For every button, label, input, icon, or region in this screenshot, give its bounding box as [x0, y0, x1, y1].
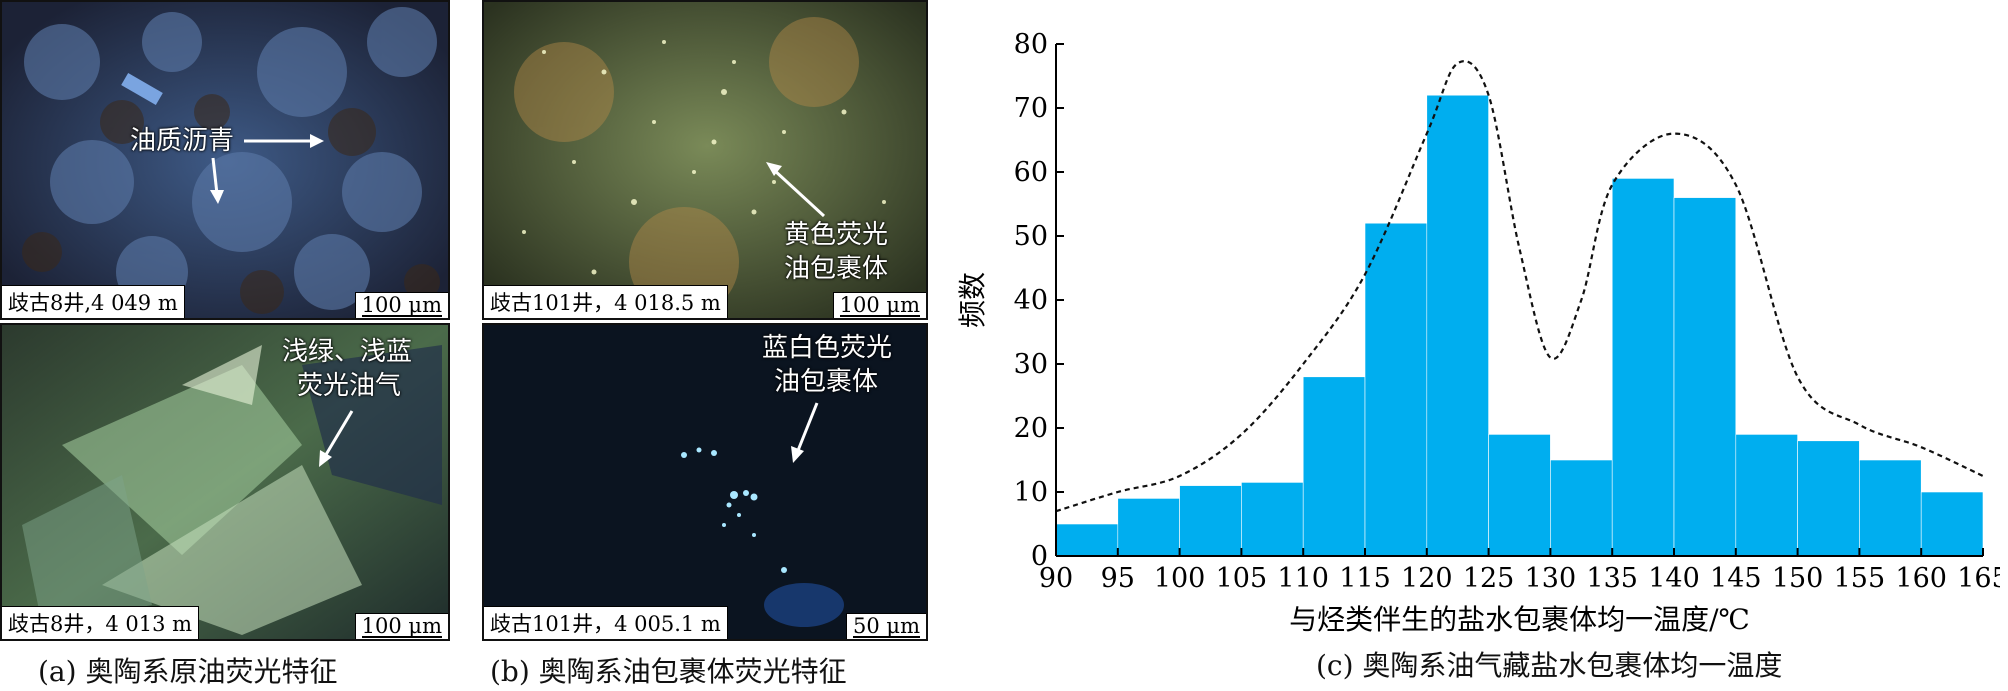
scale-label: 50 μm [853, 614, 920, 638]
x-tick-label: 95 [1101, 563, 1135, 594]
y-tick-label: 50 [1014, 221, 1048, 252]
histogram-chart: 0 10 20 30 40 50 60 70 80 90 95 100 105 110 115 120 125 1… [956, 29, 2000, 636]
y-tick-label: 60 [1014, 157, 1048, 188]
photo-b-bottom-image [484, 325, 926, 639]
photo-a-bottom-image [2, 325, 448, 639]
oil-fluorescence-label-1: 浅绿、浅蓝 [282, 337, 413, 367]
envelope-curve [1055, 60, 1984, 513]
photo-a-top-image [2, 2, 448, 318]
x-tick-label: 150 [1772, 563, 1824, 594]
caption-c: (c) 奥陶系油气藏盐水包裹体均一温度 [1316, 649, 1783, 682]
photo-b-bottom: 蓝白色荧光 油包裹体 歧古101井，4 005.1 m 50 μm [482, 323, 928, 641]
scale-bar: 100 μm [354, 613, 448, 639]
location-label: 歧古101井，4 005.1 m [484, 606, 728, 639]
histogram-bar [1117, 498, 1180, 557]
histogram-bar [1179, 485, 1242, 557]
y-tick-label: 0 [1031, 541, 1048, 572]
yellow-inclusion-label-1: 黄色荧光 [784, 220, 889, 250]
histogram-bar [1673, 197, 1737, 557]
photo-b-top: 黄色荧光 油包裹体 歧古101井，4 018.5 m 100 μm [482, 0, 928, 320]
scale-bar: 100 μm [832, 292, 926, 318]
histogram-bar [1735, 434, 1798, 557]
y-tick-label: 80 [1014, 29, 1048, 60]
y-tick-label: 70 [1014, 93, 1048, 124]
scale-bar: 50 μm [846, 613, 926, 639]
x-tick-label: 135 [1586, 563, 1638, 594]
histogram-bar [1364, 222, 1428, 557]
caption-b: (b) 奥陶系油包裹体荧光特征 [490, 655, 847, 688]
photo-a-top: 油质沥青 歧古8井,4 049 m 100 μm [0, 0, 450, 320]
histogram-bar [1797, 440, 1860, 557]
yellow-inclusion-label-2: 油包裹体 [784, 254, 889, 284]
x-tick-label: 130 [1525, 563, 1577, 594]
histogram-bar [1550, 459, 1613, 557]
x-tick-label: 100 [1154, 563, 1206, 594]
y-tick-label: 30 [1014, 349, 1048, 380]
x-tick-label: 125 [1463, 563, 1515, 594]
scale-label: 100 μm [361, 614, 442, 638]
x-tick-label: 120 [1401, 563, 1453, 594]
x-tick-label: 145 [1710, 563, 1762, 594]
histogram-bar [1488, 434, 1551, 557]
x-tick-label: 165 [1957, 563, 2000, 594]
location-label: 歧古101井，4 018.5 m [484, 285, 728, 318]
histogram-bar [1302, 376, 1366, 557]
x-tick-label: 160 [1895, 563, 1947, 594]
histogram-bar [1611, 178, 1675, 557]
oil-fluorescence-label-2: 荧光油气 [297, 371, 402, 401]
photo-a-bottom: 浅绿、浅蓝 荧光油气 歧古8井，4 013 m 100 μm [0, 323, 450, 641]
y-axis-title: 频数 [956, 272, 989, 328]
asphalt-label: 油质沥青 [130, 126, 235, 156]
histogram-bar [1055, 523, 1119, 557]
y-tick-label: 10 [1014, 477, 1048, 508]
photo-b-top-image [484, 2, 926, 318]
scale-bar: 100 μm [354, 292, 448, 318]
location-label: 歧古8井,4 049 m [2, 285, 185, 318]
blue-white-inclusion-label-2: 油包裹体 [774, 367, 879, 397]
x-tick-label: 155 [1834, 563, 1886, 594]
blue-white-inclusion-label-1: 蓝白色荧光 [762, 333, 893, 363]
x-tick-label: 105 [1216, 563, 1268, 594]
scale-label: 100 μm [839, 293, 920, 317]
caption-a: (a) 奥陶系原油荧光特征 [38, 655, 338, 688]
y-tick-label: 20 [1014, 413, 1048, 444]
scale-label: 100 μm [361, 293, 442, 317]
x-axis-title: 与烃类伴生的盐水包裹体均一温度/℃ [1289, 603, 1750, 636]
x-tick-label: 115 [1339, 563, 1391, 594]
x-tick-label: 140 [1648, 563, 1700, 594]
x-tick-label: 110 [1277, 563, 1329, 594]
histogram-bar [1426, 94, 1489, 557]
histogram-bar [1859, 459, 1922, 557]
histogram-bar [1920, 491, 1984, 557]
histogram-bar [1241, 482, 1304, 557]
y-tick-label: 40 [1014, 285, 1048, 316]
x-tick-label: 90 [1039, 563, 1073, 594]
location-label: 歧古8井，4 013 m [2, 606, 200, 639]
